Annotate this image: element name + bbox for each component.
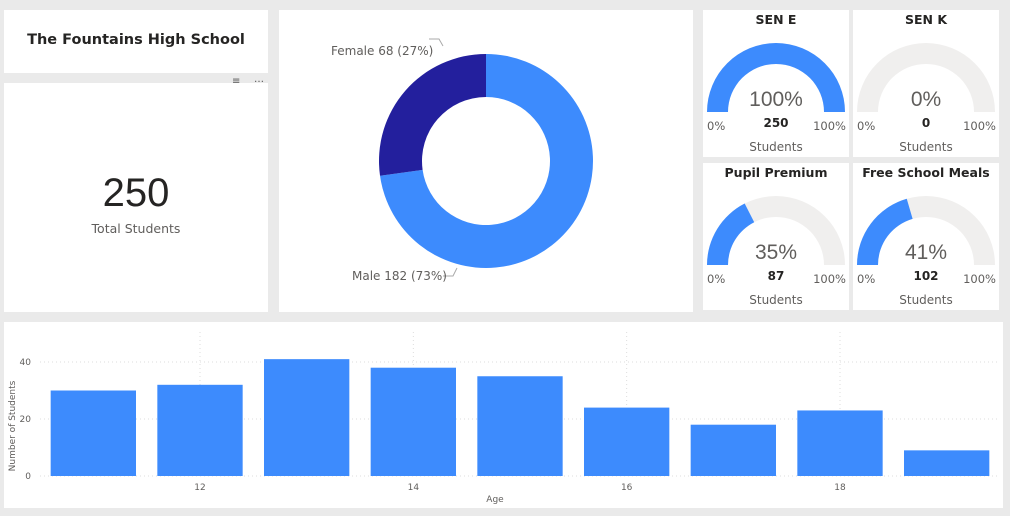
x-tick-label: 12 bbox=[194, 483, 205, 493]
bar-age-16[interactable] bbox=[584, 407, 670, 476]
gender-donut-chart bbox=[379, 38, 593, 277]
total-students-card: 250 Total Students bbox=[4, 83, 268, 312]
gauge-count: 0 bbox=[921, 116, 931, 130]
female-label: Female 68 (27%) bbox=[331, 44, 434, 58]
gauge-min: 0% bbox=[707, 272, 726, 286]
gauge-count: 87 bbox=[767, 269, 785, 283]
x-tick-label: 14 bbox=[408, 483, 420, 493]
x-tick-label: 16 bbox=[621, 483, 633, 493]
gauge-title: Pupil Premium bbox=[724, 165, 828, 180]
x-axis-title: Age bbox=[486, 495, 504, 505]
gauge-percent: 0% bbox=[910, 88, 942, 111]
y-tick-label: 40 bbox=[20, 358, 32, 368]
age-bar-chart: 0 20 40 12 14 16 18 Age Number of Students bbox=[8, 332, 1000, 505]
gauge-percent: 100% bbox=[749, 88, 803, 111]
gauge-arc bbox=[707, 196, 845, 265]
school-title: The Fountains High School bbox=[27, 32, 245, 48]
gauge-count: 250 bbox=[763, 116, 789, 130]
gauge-max: 100% bbox=[963, 119, 996, 133]
bar-age-13[interactable] bbox=[264, 359, 350, 476]
filter-icon[interactable]: ≡ bbox=[232, 76, 241, 87]
gauge-percent: 35% bbox=[754, 241, 798, 264]
donut-slice-female bbox=[379, 54, 486, 176]
total-students-value: 250 bbox=[102, 171, 170, 215]
bar-age-12[interactable] bbox=[157, 384, 243, 476]
male-label: Male 182 (73%) bbox=[352, 269, 447, 283]
bar-age-15[interactable] bbox=[477, 376, 563, 476]
gauge-unit: Students bbox=[749, 293, 803, 307]
bar-age-18[interactable] bbox=[797, 410, 883, 476]
gauge-unit: Students bbox=[899, 293, 953, 307]
gauge-card: Free School Meals 41% 102 Students 0% 10… bbox=[853, 163, 999, 310]
gauge-fill bbox=[707, 203, 755, 265]
gender-donut-card: Female 68 (27%) Male 182 (73%) bbox=[279, 10, 693, 312]
y-tick-label: 20 bbox=[20, 415, 32, 425]
gauge-fill bbox=[857, 198, 913, 265]
gauge-max: 100% bbox=[813, 272, 846, 286]
bar-age-17[interactable] bbox=[690, 424, 776, 476]
bar-age-14[interactable] bbox=[370, 367, 456, 476]
y-axis-title: Number of Students bbox=[8, 380, 18, 471]
gauge-unit: Students bbox=[899, 140, 953, 154]
gauge-unit: Students bbox=[749, 140, 803, 154]
gauge-arc bbox=[707, 42, 845, 112]
gauge-title: SEN E bbox=[755, 12, 797, 27]
gauge-count: 102 bbox=[913, 269, 939, 283]
gauge-card: Pupil Premium 35% 87 Students 0% 100% bbox=[703, 163, 849, 310]
gauge-percent: 41% bbox=[904, 241, 948, 264]
gauge-min: 0% bbox=[857, 119, 876, 133]
gauge-arc bbox=[857, 196, 995, 265]
gauge-track bbox=[857, 43, 995, 112]
gauge-min: 0% bbox=[707, 119, 726, 133]
gauge-title: SEN K bbox=[904, 12, 948, 27]
bar-age-11[interactable] bbox=[50, 390, 136, 477]
male-leader-line bbox=[443, 267, 458, 277]
donut-slice-male bbox=[380, 54, 593, 268]
gauge-max: 100% bbox=[813, 119, 846, 133]
female-leader-line bbox=[429, 38, 444, 47]
bar-age-19[interactable] bbox=[904, 450, 990, 476]
gauge-min: 0% bbox=[857, 272, 876, 286]
title-card: The Fountains High School bbox=[4, 10, 268, 73]
gauge-arc bbox=[857, 43, 995, 112]
gauge-max: 100% bbox=[963, 272, 996, 286]
gauge-card: SEN E 100% 250 Students 0% 100% bbox=[703, 10, 849, 157]
gauge-fill bbox=[707, 42, 845, 112]
gauge-title: Free School Meals bbox=[862, 165, 990, 180]
total-students-label: Total Students bbox=[91, 221, 181, 236]
age-bar-chart-card: 0 20 40 12 14 16 18 Age Number of Students bbox=[4, 322, 1003, 508]
gauge-card: SEN K 0% 0 Students 0% 100% bbox=[853, 10, 999, 157]
more-options-icon[interactable]: … bbox=[254, 74, 264, 85]
y-tick-label: 0 bbox=[25, 472, 31, 482]
x-tick-label: 18 bbox=[834, 483, 846, 493]
